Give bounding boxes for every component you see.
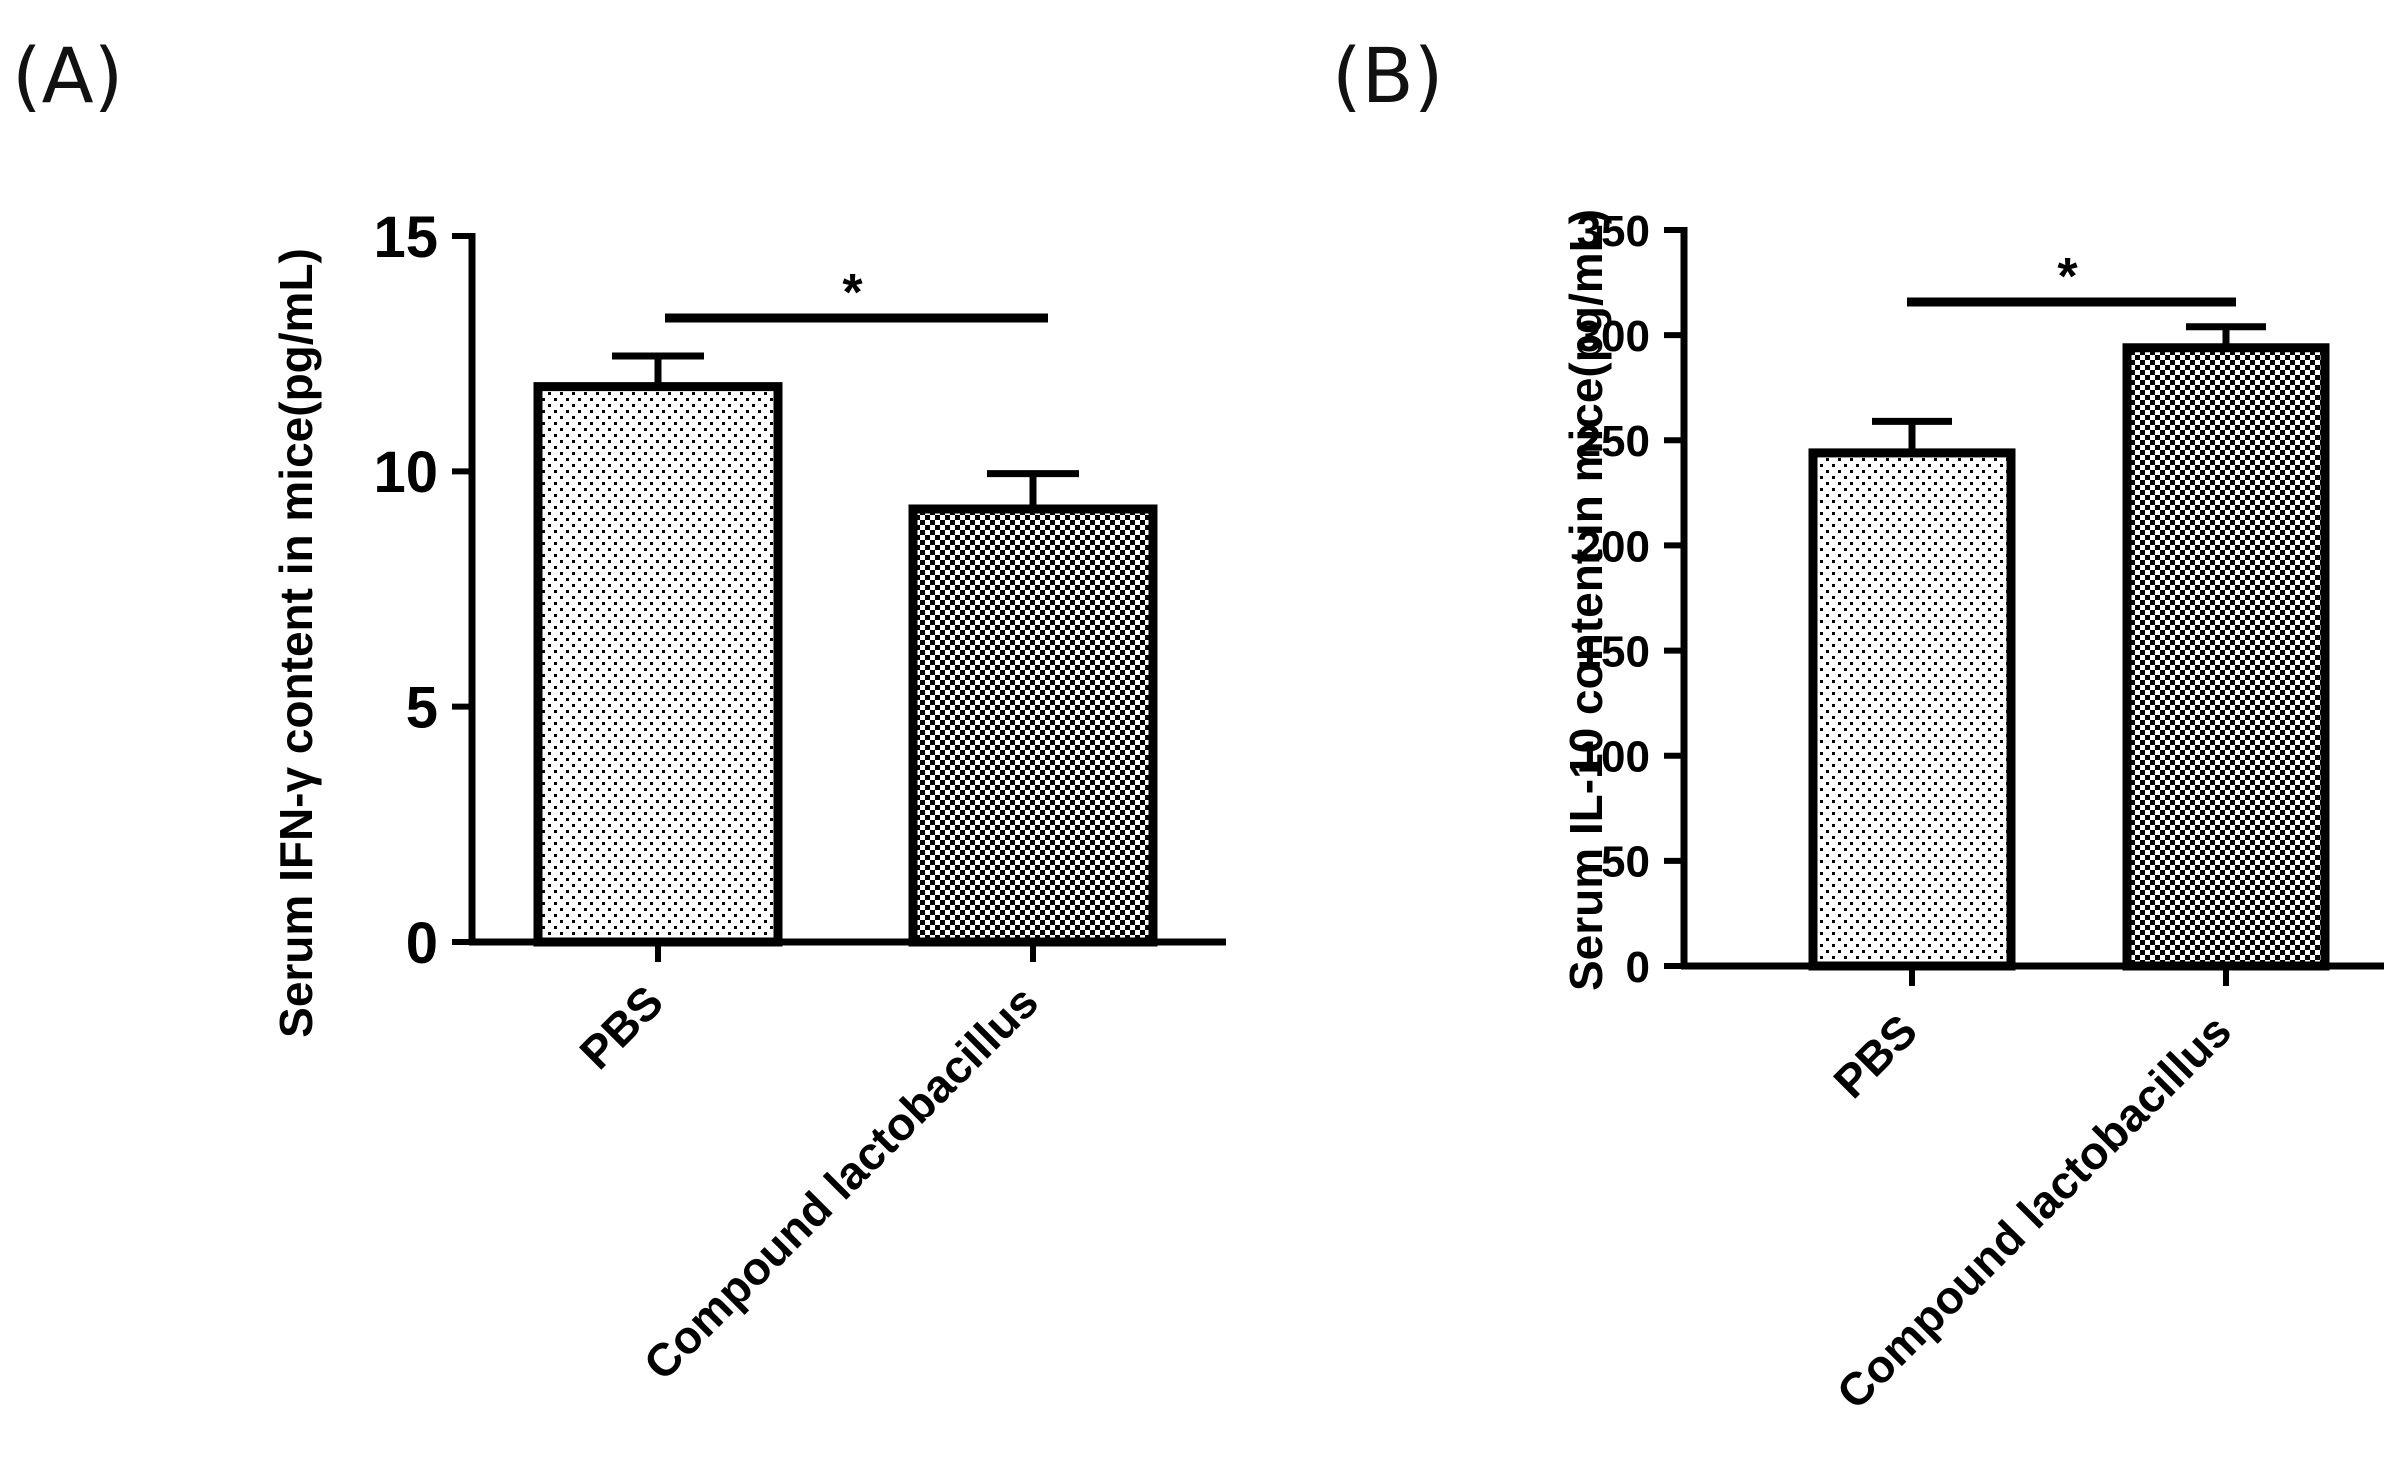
panel-b-y-axis-title: Serum IL-10 content in mice(pg/mL) bbox=[1560, 209, 1612, 991]
panel-a-bar-pbs bbox=[533, 382, 783, 947]
panel-b-y-tick-label: 100 bbox=[1577, 733, 1650, 782]
panel-a-x-label-pbs: PBS bbox=[569, 975, 673, 1079]
panel-a-y-tick-label: 10 bbox=[373, 440, 438, 505]
panel-a-y-tick-label: 5 bbox=[406, 676, 438, 741]
panel-a-x-label-compound-lactobacillus: Compound lactobacillus bbox=[634, 975, 1048, 1389]
panel-b-y-ticks: 0 50 100 150 200 250 300 350 bbox=[1577, 207, 1684, 992]
panel-b-label: (B) bbox=[1332, 31, 1443, 120]
panel-b-y-tick-label: 200 bbox=[1577, 522, 1650, 571]
panel-a-label: (A) bbox=[12, 31, 123, 120]
panel-b-y-tick-label: 350 bbox=[1577, 207, 1650, 256]
panel-a-significance: * bbox=[665, 264, 1048, 323]
panel-b-chart: (B) Serum IL-10 content in mice(pg/mL) 0… bbox=[1332, 31, 2384, 1419]
panel-b-bar-compound-lactobacillus bbox=[2122, 343, 2330, 971]
panel-b-error-bars bbox=[1872, 323, 2266, 453]
panel-b-y-tick-label: 150 bbox=[1577, 627, 1650, 676]
panel-b-y-tick-label: 50 bbox=[1601, 838, 1650, 887]
panel-b-significance: * bbox=[1907, 248, 2236, 307]
panel-a-error-bars bbox=[612, 352, 1079, 509]
panel-a-y-tick-label: 0 bbox=[406, 911, 438, 976]
panel-a-y-axis-title: Serum IFN-γ content in mice(pg/mL) bbox=[270, 248, 322, 1038]
panel-a-y-ticks: 0 5 10 15 bbox=[373, 205, 472, 976]
panel-a-axes bbox=[468, 233, 1226, 962]
panel-b-y-tick-label: 300 bbox=[1577, 312, 1650, 361]
panel-b-y-tick-label: 0 bbox=[1626, 943, 1650, 992]
panel-a-bar-compound-lactobacillus bbox=[908, 504, 1158, 947]
panel-b-bars bbox=[1808, 343, 2330, 971]
panel-b-significance-star: * bbox=[2057, 248, 2078, 306]
panel-b-axes bbox=[1680, 227, 2384, 986]
panel-a-significance-star: * bbox=[842, 264, 863, 322]
panel-b-bar-pbs bbox=[1808, 448, 2016, 971]
panel-a-chart: (A) Serum IFN-γ content in mice(pg/mL) 0… bbox=[12, 31, 1226, 1390]
panel-b-y-tick-label: 250 bbox=[1577, 417, 1650, 466]
panel-b-x-label-pbs: PBS bbox=[1823, 1004, 1927, 1108]
panel-a-bars bbox=[533, 382, 1158, 947]
panel-a-y-tick-label: 15 bbox=[373, 205, 438, 270]
